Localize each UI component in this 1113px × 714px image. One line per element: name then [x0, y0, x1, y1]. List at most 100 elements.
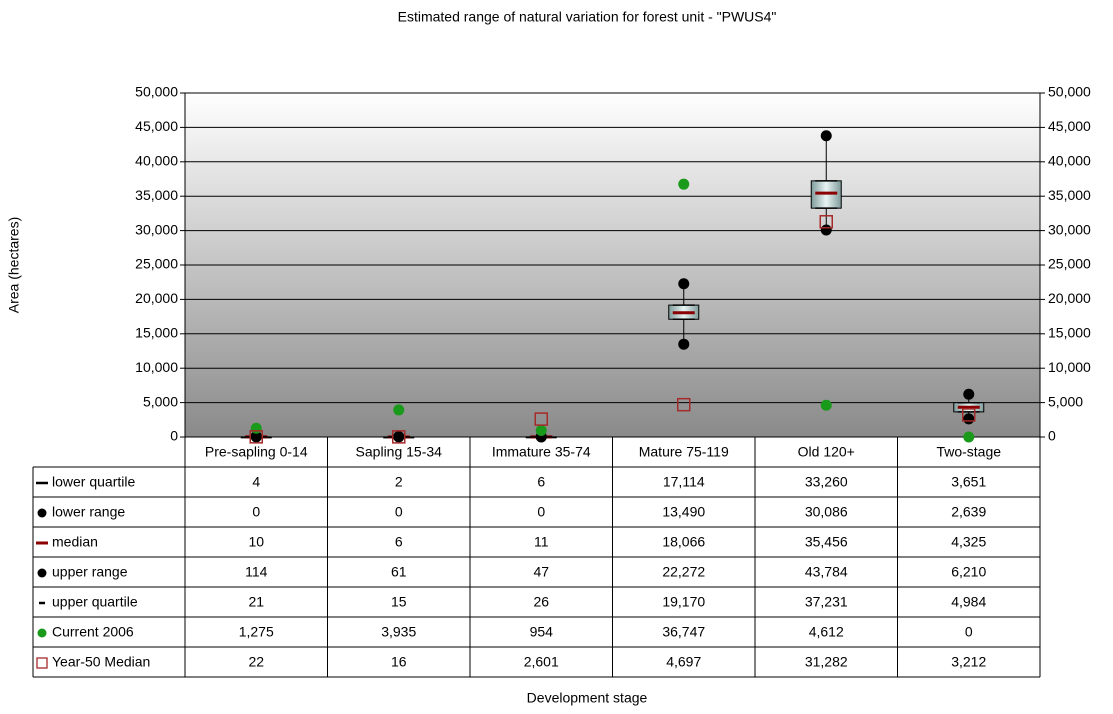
- point: [820, 224, 832, 236]
- y-tick-label: 10,000: [135, 359, 178, 375]
- table-cell: 3,935: [381, 624, 416, 640]
- table-cell: 0: [395, 504, 403, 520]
- point: [678, 338, 690, 350]
- y2-tick-label: 0: [1048, 428, 1056, 444]
- table-cell: 4,612: [809, 624, 844, 640]
- x-tick-label: Immature 35-74: [492, 444, 591, 460]
- point: [535, 424, 547, 436]
- table-cell: 22,272: [662, 564, 705, 580]
- table-cell: 3,212: [951, 654, 986, 670]
- y2-tick-label: 5,000: [1048, 393, 1083, 409]
- legend-label: upper range: [52, 564, 128, 580]
- y-tick-label: 25,000: [135, 256, 178, 272]
- table-cell: 2,639: [951, 504, 986, 520]
- y2-tick-label: 40,000: [1048, 153, 1091, 169]
- point: [963, 431, 975, 443]
- y-tick-label: 40,000: [135, 153, 178, 169]
- y-tick-label: 30,000: [135, 221, 178, 237]
- y2-tick-label: 30,000: [1048, 221, 1091, 237]
- table-cell: 15: [391, 594, 407, 610]
- table-cell: 37,231: [805, 594, 848, 610]
- y2-tick-label: 50,000: [1048, 84, 1091, 100]
- table-cell: 43,784: [805, 564, 848, 580]
- y2-tick-label: 15,000: [1048, 325, 1091, 341]
- table-cell: 33,260: [805, 474, 848, 490]
- table-cell: 0: [252, 504, 260, 520]
- legend-key: [37, 628, 47, 638]
- point: [678, 178, 690, 190]
- x-tick-label: Sapling 15-34: [356, 444, 443, 460]
- x-tick-label: Pre-sapling 0-14: [205, 444, 308, 460]
- table-cell: 4: [252, 474, 260, 490]
- y2-tick-label: 25,000: [1048, 256, 1091, 272]
- table-cell: 47: [533, 564, 549, 580]
- point: [392, 430, 406, 444]
- table-cell: 4,984: [951, 594, 986, 610]
- x-tick-label: Two-stage: [936, 444, 1001, 460]
- table-cell: 2,601: [524, 654, 559, 670]
- x-axis-label: Development stage: [527, 690, 648, 706]
- table-cell: 26: [533, 594, 549, 610]
- legend-label: lower range: [52, 504, 125, 520]
- point: [963, 413, 975, 425]
- x-tick-label: Mature 75-119: [639, 444, 729, 460]
- point: [250, 422, 262, 434]
- table-cell: 2: [395, 474, 403, 490]
- point: [820, 130, 832, 142]
- table-cell: 22: [248, 654, 264, 670]
- point: [962, 408, 976, 422]
- table-cell: 954: [530, 624, 554, 640]
- table-cell: 11: [534, 534, 549, 550]
- point: [963, 388, 975, 400]
- point: [534, 412, 548, 426]
- x-tick-label: Old 120+: [798, 444, 855, 460]
- table-cell: 35,456: [805, 534, 848, 550]
- point: [819, 215, 833, 229]
- table-cell: 6: [395, 534, 403, 550]
- table-cell: 31,282: [805, 654, 848, 670]
- table-cell: 6,210: [951, 564, 986, 580]
- table-cell: 0: [537, 504, 545, 520]
- table-cell: 3,651: [951, 474, 986, 490]
- table-cell: 61: [391, 564, 407, 580]
- legend-label: Current 2006: [52, 624, 134, 640]
- y2-tick-label: 35,000: [1048, 187, 1091, 203]
- point: [393, 404, 405, 416]
- table-cell: 21: [248, 594, 264, 610]
- table-cell: 13,490: [662, 504, 705, 520]
- y-tick-label: 20,000: [135, 290, 178, 306]
- point: [678, 278, 690, 290]
- table-cell: 36,747: [662, 624, 705, 640]
- table-cell: 16: [391, 654, 407, 670]
- legend-label: median: [52, 534, 98, 550]
- y2-tick-label: 45,000: [1048, 118, 1091, 134]
- y-tick-label: 5,000: [143, 393, 178, 409]
- point: [249, 430, 263, 444]
- point: [820, 399, 832, 411]
- y-axis-label: Area (hectares): [6, 217, 22, 313]
- table-cell: 19,170: [662, 594, 705, 610]
- legend-label: upper quartile: [52, 594, 138, 610]
- legend-key: [37, 568, 47, 578]
- point: [677, 397, 691, 412]
- legend-key: [36, 657, 48, 669]
- table-cell: 0: [965, 624, 973, 640]
- table-cell: 10: [248, 534, 264, 550]
- legend-label: lower quartile: [52, 474, 135, 490]
- table-cell: 17,114: [663, 474, 705, 490]
- y-tick-label: 50,000: [135, 84, 178, 100]
- table-cell: 4,325: [951, 534, 986, 550]
- table-cell: 4,697: [666, 654, 701, 670]
- y-tick-label: 15,000: [135, 325, 178, 341]
- chart-title: Estimated range of natural variation for…: [398, 9, 777, 25]
- legend-key: [37, 508, 47, 518]
- y-tick-label: 35,000: [135, 187, 178, 203]
- y-tick-label: 45,000: [135, 118, 178, 134]
- table-cell: 6: [537, 474, 545, 490]
- legend-label: Year-50 Median: [52, 654, 150, 670]
- y2-tick-label: 20,000: [1048, 290, 1091, 306]
- table-cell: 30,086: [805, 504, 848, 520]
- y2-tick-label: 10,000: [1048, 359, 1091, 375]
